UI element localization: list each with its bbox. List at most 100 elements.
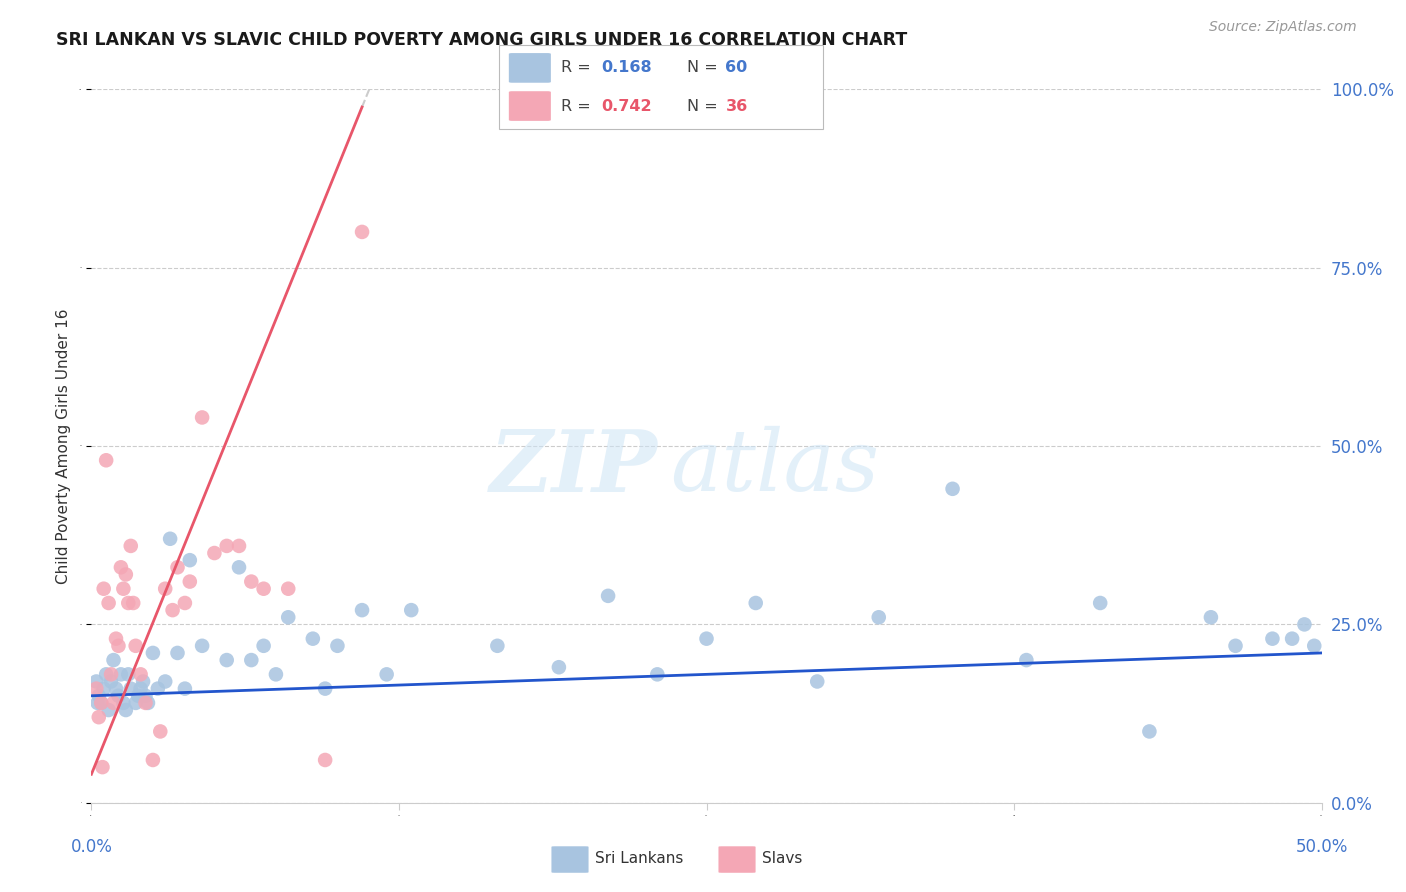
Text: 50.0%: 50.0% [1295,838,1348,856]
Point [314,753,336,767]
Point [86,696,108,710]
Point [1225,639,1247,653]
Point [1294,617,1316,632]
Point [179,574,201,589]
Point [100,667,122,681]
Point [114,567,138,582]
Text: SRI LANKAN VS SLAVIC CHILD POVERTY AMONG GIRLS UNDER 16 CORRELATION CHART: SRI LANKAN VS SLAVIC CHILD POVERTY AMONG… [56,31,907,49]
Point [179,553,201,567]
Point [253,639,276,653]
Point [122,596,145,610]
Text: N =: N = [686,98,723,113]
Point [120,539,142,553]
Point [129,681,152,696]
Text: R =: R = [561,61,596,76]
Text: atlas: atlas [669,426,879,508]
Point [100,674,122,689]
Point [135,689,157,703]
Point [596,589,619,603]
Point [1015,653,1038,667]
FancyBboxPatch shape [718,847,755,872]
Text: 36: 36 [725,98,748,113]
Point [142,646,165,660]
Text: 60: 60 [725,61,748,76]
Point [191,410,214,425]
Point [114,703,138,717]
Point [105,632,127,646]
Text: Sri Lankans: Sri Lankans [595,851,683,866]
Point [159,532,181,546]
Point [486,639,509,653]
Point [166,560,188,574]
FancyBboxPatch shape [551,847,589,872]
Point [1303,639,1326,653]
FancyBboxPatch shape [509,91,551,120]
Point [326,639,349,653]
Point [117,596,139,610]
Point [110,667,132,681]
Point [107,639,129,653]
Text: R =: R = [561,98,596,113]
Point [90,696,112,710]
FancyBboxPatch shape [509,54,551,83]
Point [103,696,125,710]
Point [1261,632,1284,646]
Point [120,681,142,696]
Point [93,582,115,596]
Point [127,689,149,703]
Point [97,596,120,610]
Point [941,482,963,496]
Point [375,667,398,681]
Point [142,753,165,767]
Point [93,681,115,696]
Point [745,596,768,610]
Point [90,696,112,710]
Text: 0.0%: 0.0% [70,838,112,856]
Point [86,681,108,696]
FancyBboxPatch shape [499,45,823,129]
Point [174,596,197,610]
Text: Source: ZipAtlas.com: Source: ZipAtlas.com [1209,20,1357,34]
Point [277,582,299,596]
Point [97,703,120,717]
Point [228,560,250,574]
Point [174,681,197,696]
Point [548,660,571,674]
Point [153,674,177,689]
Point [868,610,890,624]
Point [87,689,110,703]
Point [301,632,323,646]
Point [112,582,135,596]
Point [1281,632,1303,646]
Point [96,453,117,467]
Point [124,639,148,653]
Point [240,574,263,589]
Point [314,681,336,696]
Point [1139,724,1161,739]
Point [1199,610,1222,624]
Point [352,225,374,239]
Point [103,653,125,667]
Point [253,582,276,596]
Point [110,560,132,574]
Point [162,603,184,617]
Text: 0.742: 0.742 [600,98,651,113]
Point [352,603,374,617]
Text: N =: N = [686,61,723,76]
Text: Slavs: Slavs [762,851,803,866]
Point [695,632,717,646]
Point [191,639,214,653]
Point [277,610,299,624]
Text: ZIP: ZIP [489,425,657,509]
Point [96,667,117,681]
Point [149,724,172,739]
Point [124,696,148,710]
Point [117,667,139,681]
Point [135,696,157,710]
Point [91,760,114,774]
Point [112,696,135,710]
Point [132,674,155,689]
Point [129,667,152,681]
Text: 0.168: 0.168 [600,61,651,76]
Point [105,681,127,696]
